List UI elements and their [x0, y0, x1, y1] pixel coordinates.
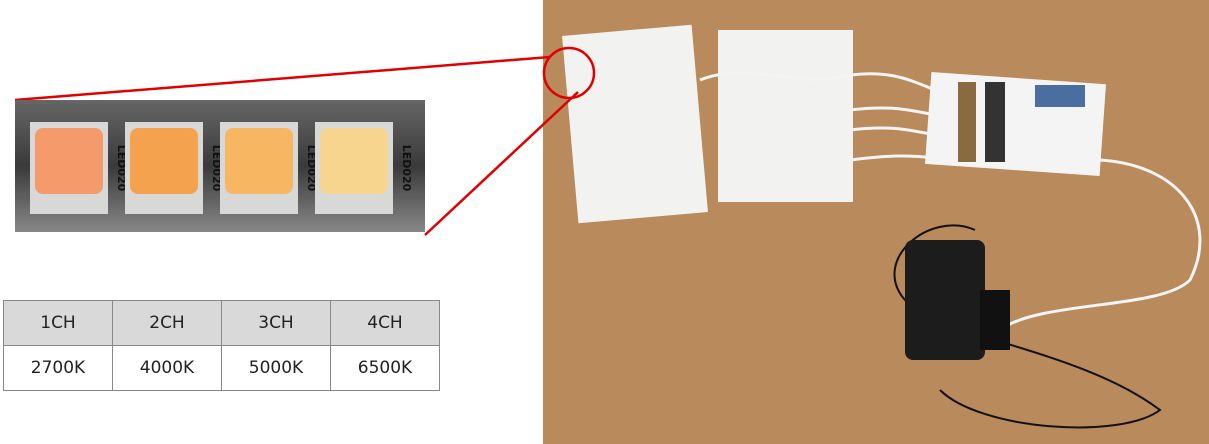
cell: 5000K [221, 345, 331, 391]
led-chips: LED020 LED020 LED020 LED020 [30, 122, 413, 214]
led-board-2 [718, 30, 853, 202]
callout-line [14, 55, 551, 102]
chip-lens [320, 128, 388, 194]
callout-line [424, 91, 579, 236]
adapter [893, 224, 1162, 429]
channel-table: 1CH 2CH 3CH 4CH 2700K 4000K 5000K 6500K [3, 300, 440, 391]
cell: 4000K [112, 345, 222, 391]
cell: 2700K [3, 345, 113, 391]
header-cell: 4CH [330, 300, 440, 346]
cell: 6500K [330, 345, 440, 391]
callout-circle [542, 46, 596, 100]
header-cell: 2CH [112, 300, 222, 346]
chip-label: LED020 [305, 145, 318, 192]
chip-lens [225, 128, 293, 194]
header-cell: 3CH [221, 300, 331, 346]
header-cell: 1CH [3, 300, 113, 346]
cables [699, 71, 1202, 332]
table-row: 2700K 4000K 5000K 6500K [3, 345, 440, 391]
driver-board [925, 72, 1106, 177]
led-board-1 [562, 24, 708, 224]
chip-lens [35, 128, 103, 194]
chip-label: LED020 [115, 145, 128, 192]
table-header: 1CH 2CH 3CH 4CH [3, 300, 440, 346]
chip-lens [130, 128, 198, 194]
chip-label: LED020 [400, 145, 413, 192]
chip-label: LED020 [210, 145, 223, 192]
